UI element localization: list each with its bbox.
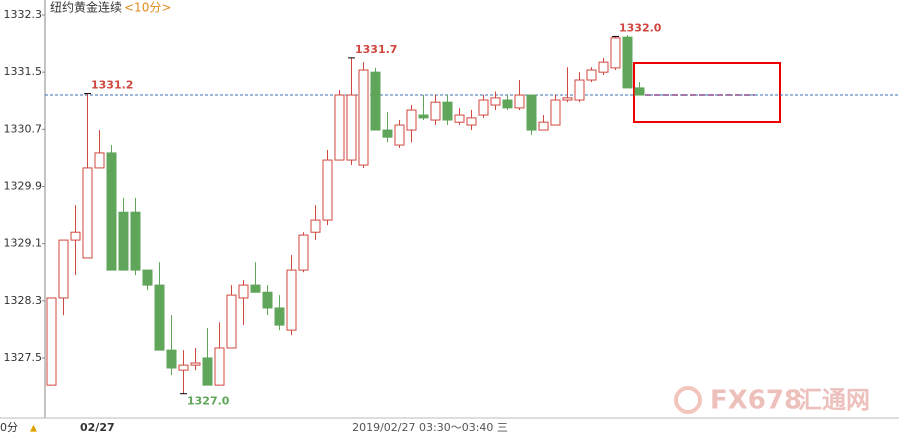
candle-body <box>214 347 225 386</box>
period-toggle[interactable]: ▲ <box>30 424 37 434</box>
candle-body <box>514 94 525 109</box>
footer-period: 0分 <box>0 421 18 434</box>
candle-body <box>190 362 201 366</box>
candle-body <box>154 284 165 351</box>
candle-body <box>274 307 285 326</box>
candle-body <box>358 69 369 166</box>
extreme-label: 1331.7 <box>355 43 397 56</box>
y-tick-label: 1330.7 <box>4 122 43 135</box>
chart-title: 纽约黄金连续 <box>50 0 122 15</box>
candle-body <box>106 152 117 271</box>
candle-body <box>166 349 177 369</box>
candle-body <box>82 167 93 259</box>
candle-body <box>598 61 609 73</box>
candle-body <box>466 117 477 126</box>
candle-body <box>262 291 273 309</box>
extreme-label: 1332.0 <box>619 21 662 34</box>
candle-body <box>202 357 213 386</box>
watermark-name: 汇通网 <box>798 386 870 414</box>
footer-date: 02/27 <box>80 421 115 434</box>
candle-body <box>418 114 429 119</box>
candle-body <box>142 269 153 286</box>
candle-body <box>634 87 645 96</box>
footer-range: 2019/02/27 03:30～03:40 三 <box>352 421 508 434</box>
candle-body <box>586 69 597 81</box>
candle-body <box>574 79 585 101</box>
y-tick-label: 1328.3 <box>4 294 43 307</box>
candle-body <box>334 94 345 161</box>
candle-body <box>238 284 249 299</box>
candle-body <box>490 97 501 106</box>
y-tick-label: 1332.3 <box>4 8 43 21</box>
candle-body <box>310 219 321 233</box>
candle-body <box>622 36 633 89</box>
y-tick-label: 1327.5 <box>4 351 43 364</box>
candle-body <box>250 284 261 293</box>
candle-body <box>394 124 405 146</box>
candle-body <box>478 99 489 116</box>
y-tick-label: 1329.1 <box>4 237 43 250</box>
candle-body <box>70 231 81 241</box>
candle-body <box>178 364 189 371</box>
candle-body <box>502 99 513 109</box>
watermark-brand: FX678 <box>710 386 802 416</box>
candle-body <box>454 114 465 123</box>
extreme-label: 1331.2 <box>91 79 133 92</box>
candle-body <box>118 211 129 271</box>
candle-body <box>286 269 297 331</box>
y-tick-label: 1331.5 <box>4 65 43 78</box>
candle-body <box>406 109 417 131</box>
candle-body <box>130 211 141 271</box>
watermark-logo <box>674 386 702 414</box>
candle-body <box>370 71 381 131</box>
candle-body <box>322 159 333 221</box>
candle-body <box>94 152 105 169</box>
candle-body <box>442 101 453 121</box>
candle-body <box>226 294 237 349</box>
candle-body <box>298 234 309 271</box>
candle-body <box>46 297 57 386</box>
candle-body <box>562 97 573 101</box>
candle-body <box>346 94 357 161</box>
period-label: <10分> <box>124 1 171 15</box>
candle-body <box>526 94 537 131</box>
candle-body <box>430 101 441 121</box>
candle-body <box>538 121 549 131</box>
candle-body <box>550 99 561 126</box>
extreme-label: 1327.0 <box>187 395 230 408</box>
y-tick-label: 1329.9 <box>4 179 43 192</box>
candle-body <box>382 129 393 138</box>
candle-body <box>58 239 69 299</box>
highlight-box <box>633 62 781 123</box>
candle-body <box>610 37 621 69</box>
